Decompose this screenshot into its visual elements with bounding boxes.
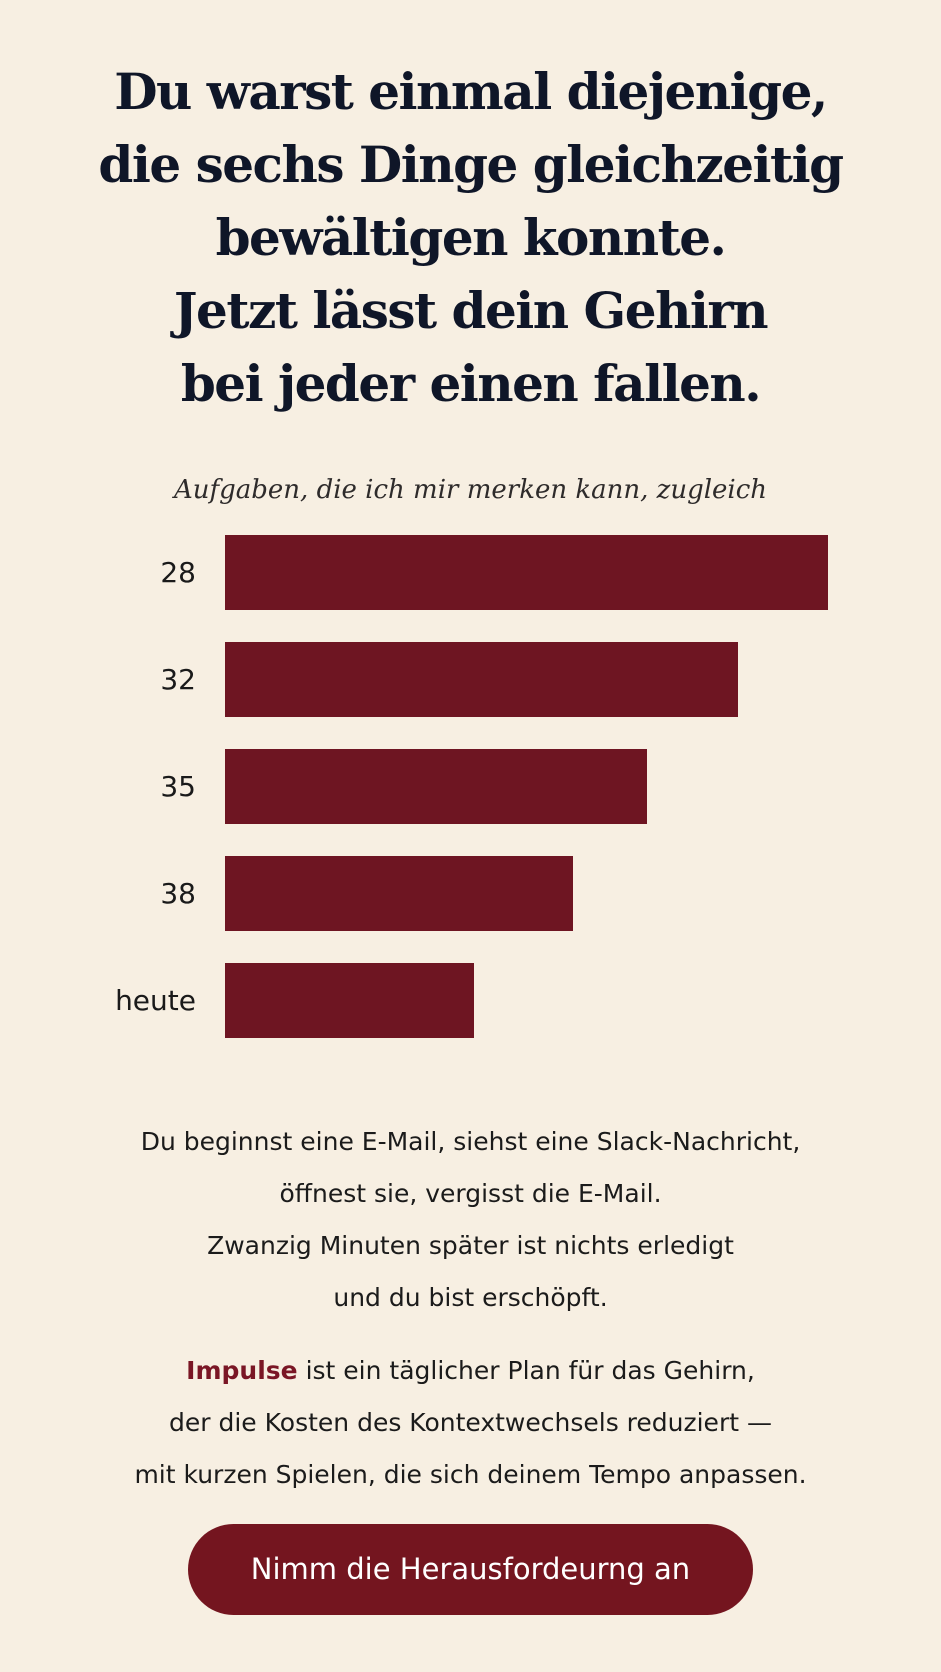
bar bbox=[225, 963, 474, 1038]
paragraph-line: öffnest sie, vergisst die E-Mail. bbox=[279, 1179, 662, 1208]
paragraph-line: mit kurzen Spielen, die sich deinem Temp… bbox=[134, 1460, 807, 1489]
paragraph-line: der die Kosten des Kontextwechsels reduz… bbox=[169, 1408, 772, 1437]
bar-row: 28 bbox=[0, 535, 941, 610]
paragraph-line: Zwanzig Minuten später ist nichts erledi… bbox=[207, 1231, 734, 1260]
problem-paragraph: Du beginnst eine E-Mail, siehst eine Sla… bbox=[70, 1116, 871, 1324]
paragraph-line: und du bist erschöpft. bbox=[333, 1283, 608, 1312]
paragraph-line: Du beginnst eine E-Mail, siehst eine Sla… bbox=[140, 1127, 801, 1156]
bar-row: 32 bbox=[0, 642, 941, 717]
brand-name: Impulse bbox=[186, 1356, 298, 1385]
bar-category-label: 35 bbox=[160, 770, 196, 803]
bar bbox=[225, 749, 647, 824]
bar-category-label: 28 bbox=[160, 556, 196, 589]
headline-line: bewältigen konnte. bbox=[215, 208, 727, 267]
bar-category-label: 32 bbox=[160, 663, 196, 696]
bar bbox=[225, 535, 828, 610]
headline-line: Du warst einmal diejenige, bbox=[114, 62, 828, 121]
chart-title: Aufgaben, die ich mir merken kann, zugle… bbox=[173, 475, 768, 505]
cta-button[interactable]: Nimm die Herausfordeurng an bbox=[188, 1524, 753, 1615]
bar-category-label: 38 bbox=[160, 877, 196, 910]
bar bbox=[225, 642, 738, 717]
paragraph-text: ist ein täglicher Plan für das Gehirn, bbox=[297, 1356, 755, 1385]
headline-line: bei jeder einen fallen. bbox=[180, 354, 762, 413]
solution-paragraph: Impulse ist ein täglicher Plan für das G… bbox=[70, 1345, 871, 1501]
bar-row: heute bbox=[0, 963, 941, 1038]
bar-row: 35 bbox=[0, 749, 941, 824]
headline-line: Jetzt lässt dein Gehirn bbox=[173, 281, 769, 340]
headline-line: die sechs Dinge gleichzeitig bbox=[98, 135, 844, 194]
bar-row: 38 bbox=[0, 856, 941, 931]
paragraph-line: Impulse ist ein täglicher Plan für das G… bbox=[70, 1345, 871, 1397]
bar-category-label: heute bbox=[115, 984, 196, 1017]
headline: Du warst einmal diejenige, die sechs Din… bbox=[0, 55, 941, 420]
bar bbox=[225, 856, 573, 931]
